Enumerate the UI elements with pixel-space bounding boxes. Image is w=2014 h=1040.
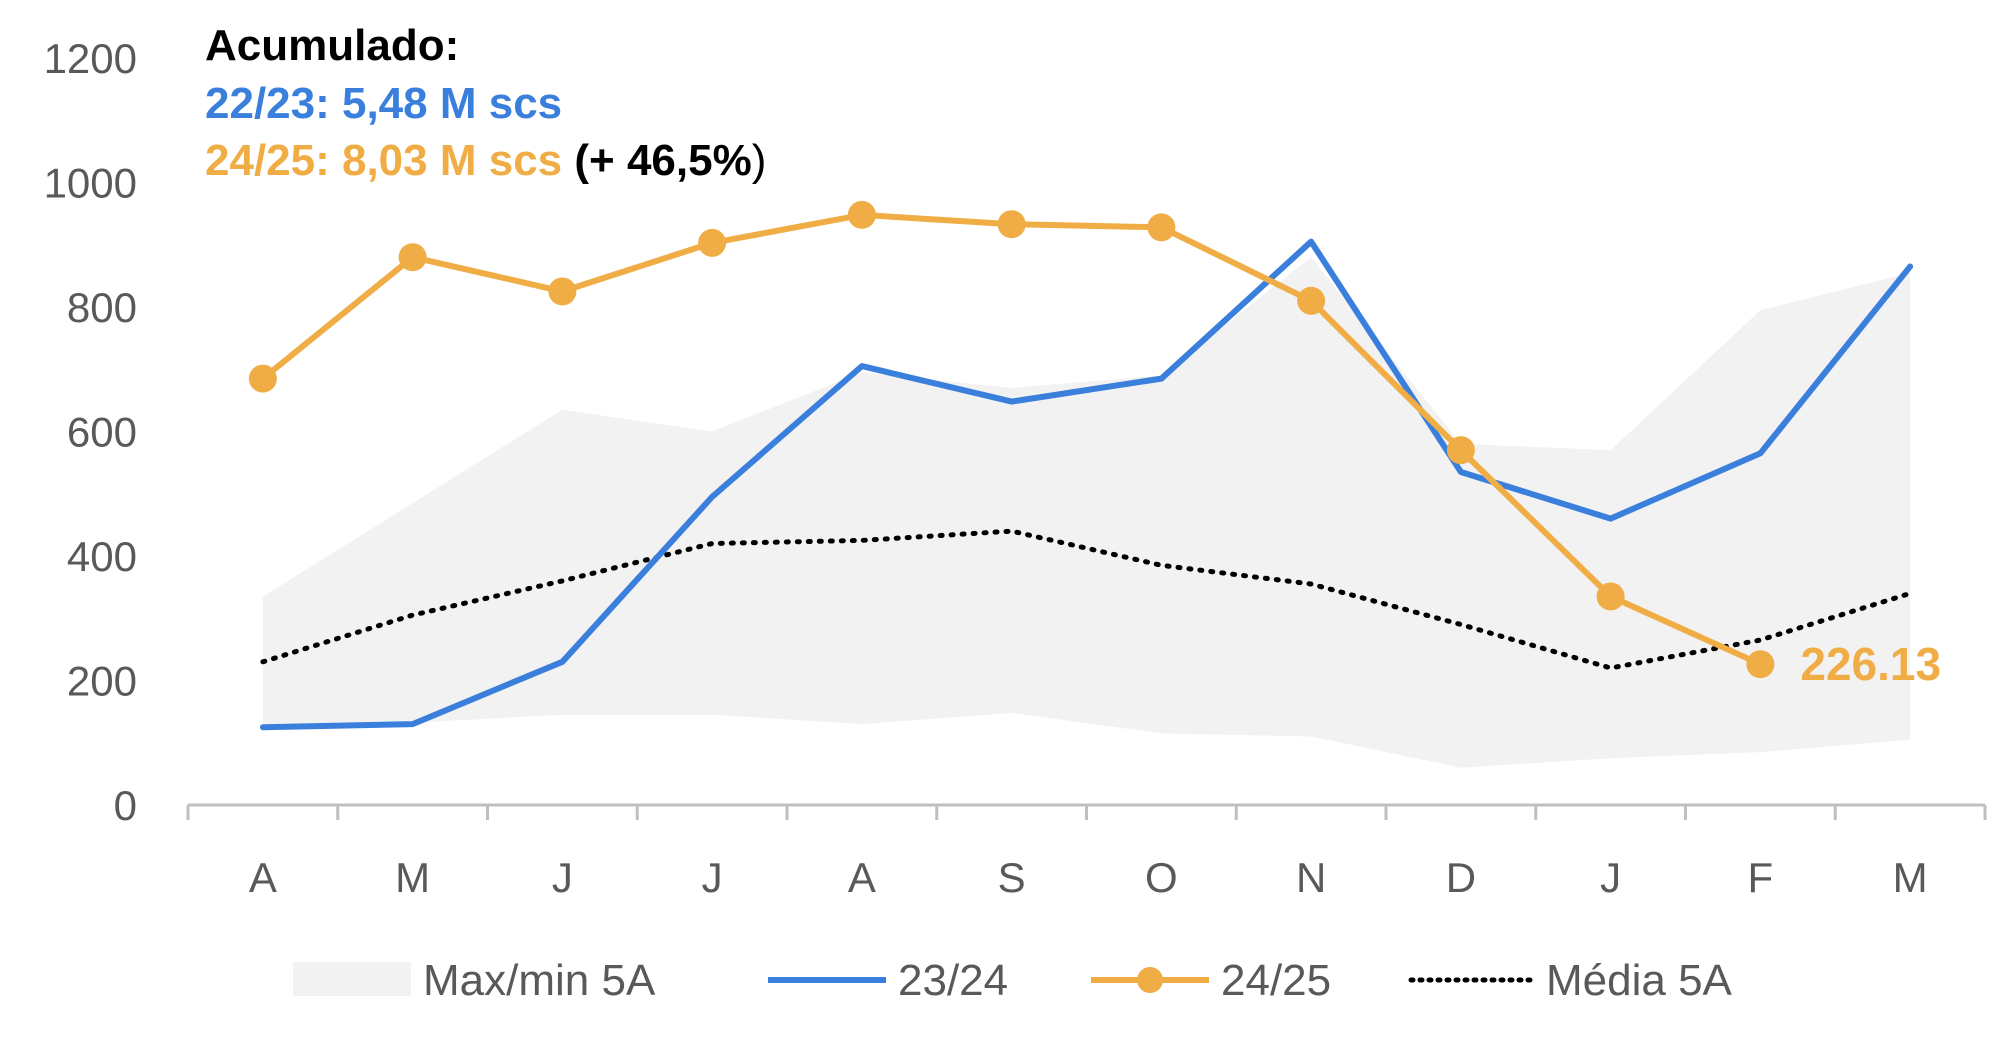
x-tick-label: M	[1893, 854, 1928, 901]
annotation-line-2223: 22/23: 5,48 M scs	[205, 79, 562, 128]
x-ticks	[186, 805, 1987, 820]
cumulative-annotation: Acumulado: 22/23: 5,48 M scs 24/25: 8,03…	[205, 21, 766, 185]
series-marker-2425	[1297, 286, 1326, 315]
y-tick-label: 800	[67, 284, 137, 331]
series-marker-2425	[248, 364, 277, 393]
series-marker-2425	[548, 277, 577, 306]
legend-swatch-band	[293, 962, 411, 996]
annotation-line-2425-close: )	[752, 136, 767, 185]
annotation-line-2425-main: 24/25: 8,03 M scs	[205, 136, 562, 185]
y-tick-label: 0	[114, 782, 137, 829]
legend-marker-2425	[1137, 967, 1163, 993]
legend: Max/min 5A 23/24 24/25 Média 5A	[293, 956, 1733, 1005]
x-tick-label: J	[702, 854, 723, 901]
annotation-line-2425: 24/25: 8,03 M scs (+ 46,5%)	[205, 136, 766, 185]
series-marker-2425	[997, 210, 1026, 239]
x-tick-label: J	[1600, 854, 1621, 901]
series-marker-2425	[398, 243, 427, 272]
series-marker-2425	[1147, 213, 1176, 242]
x-tick-label: D	[1446, 854, 1476, 901]
series-marker-2425	[847, 200, 876, 229]
x-tick-label: M	[395, 854, 430, 901]
annotation-heading: Acumulado:	[205, 21, 459, 70]
last-value-label: 226.13	[1800, 638, 1941, 690]
x-tick-label: F	[1748, 854, 1774, 901]
series-line-media-5a	[260, 528, 1913, 671]
y-tick-label: 400	[67, 533, 137, 580]
x-tick-label: O	[1145, 854, 1178, 901]
series-marker-2425	[698, 228, 727, 257]
x-tick-label: S	[998, 854, 1026, 901]
y-tick-label: 600	[67, 409, 137, 456]
series-marker-2425	[1596, 582, 1625, 611]
legend-label-media: Média 5A	[1546, 956, 1733, 1005]
y-tick-labels: 0 200 400 600 800 1000 1200	[44, 35, 137, 829]
series-line-2324	[259, 238, 1914, 731]
max-min-band-layer	[262, 257, 1911, 768]
annotation-line-2425-pct: (+ 46,5%	[562, 136, 752, 185]
x-tick-label: J	[552, 854, 573, 901]
y-tick-label: 1200	[44, 35, 137, 82]
series-marker-2425	[1746, 650, 1775, 679]
legend-label-band: Max/min 5A	[423, 956, 656, 1005]
y-tick-label: 1000	[44, 160, 137, 207]
legend-label-2324: 23/24	[898, 956, 1008, 1005]
max-min-band	[262, 257, 1911, 768]
legend-label-2425: 24/25	[1221, 956, 1331, 1005]
series-marker-2425	[1446, 436, 1475, 465]
series-markers	[248, 200, 1775, 679]
x-tick-label: A	[848, 854, 876, 901]
x-tick-label: A	[249, 854, 277, 901]
x-tick-label: N	[1296, 854, 1326, 901]
y-tick-label: 200	[67, 658, 137, 705]
